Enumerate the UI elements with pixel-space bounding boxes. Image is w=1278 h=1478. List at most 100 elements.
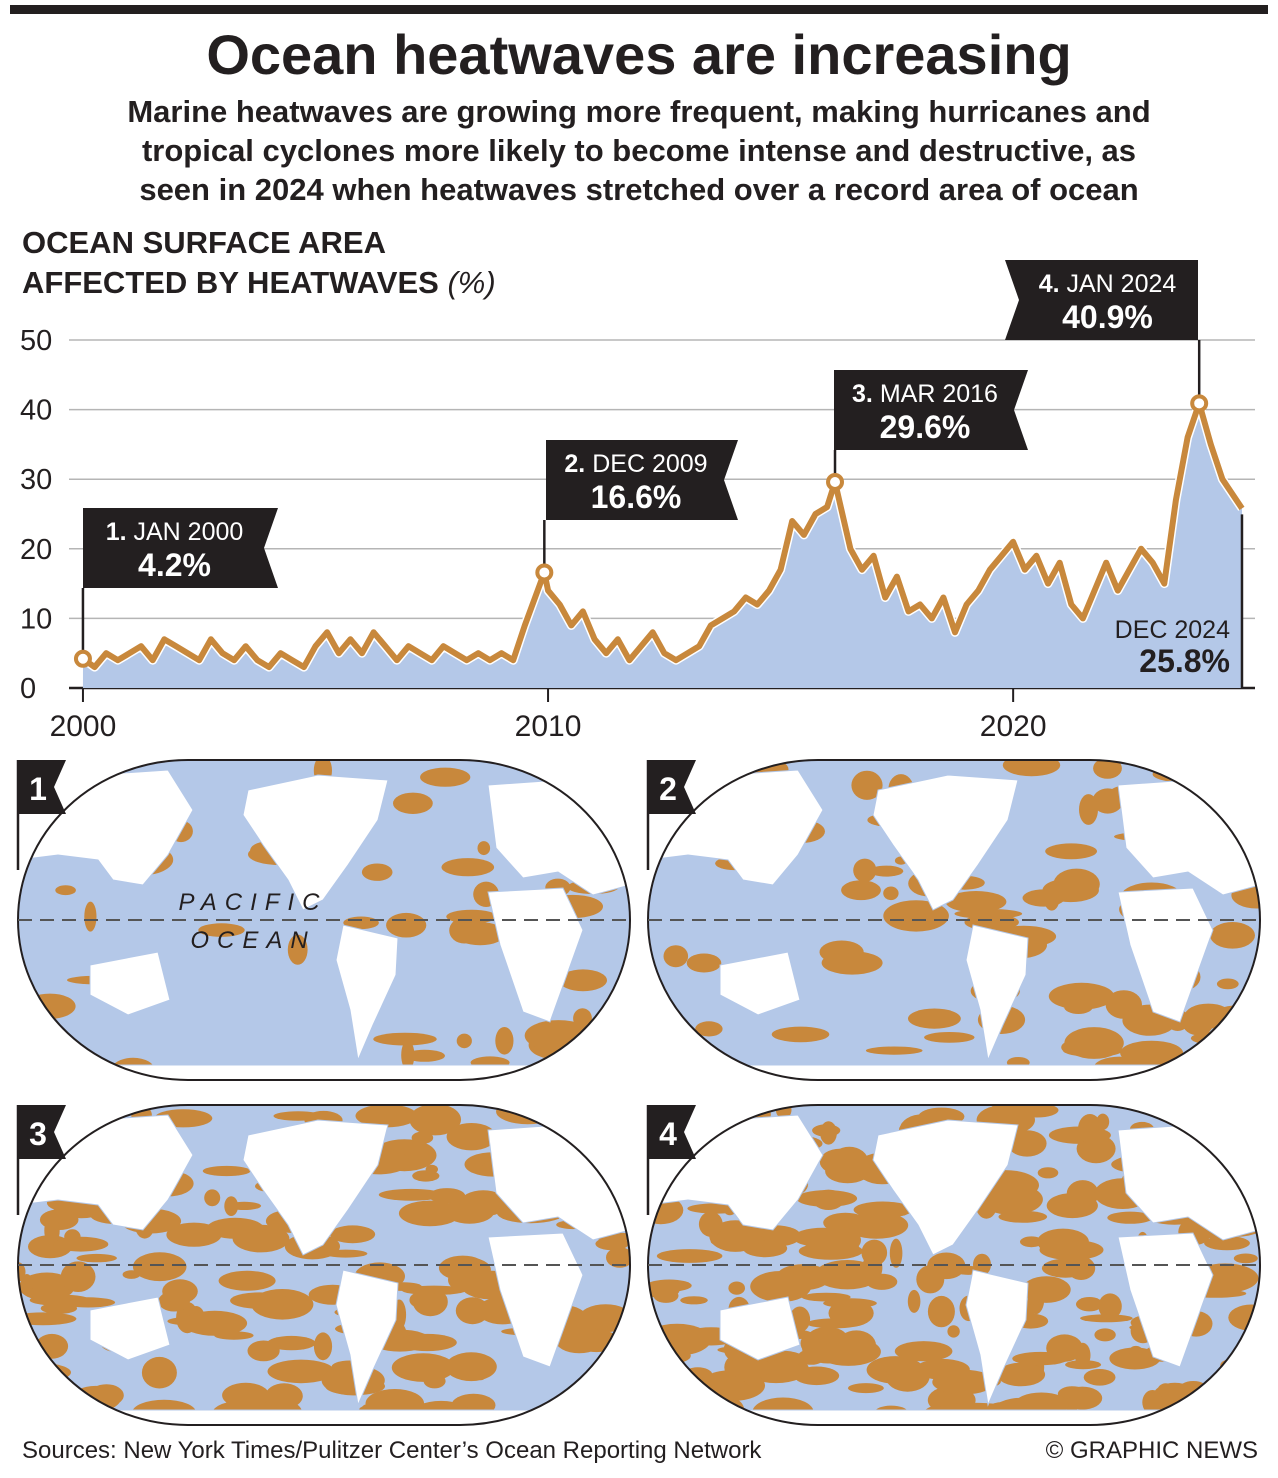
land: [335, 924, 399, 1062]
map-number: 1: [29, 771, 47, 807]
heatwave-area: [456, 1033, 472, 1049]
heatwave-area: [323, 1249, 368, 1258]
heatwave-area: [222, 1382, 270, 1408]
top-bar: [10, 5, 1268, 14]
heatwave-area: [798, 1242, 863, 1260]
land: [335, 1269, 399, 1407]
title: Ocean heatwaves are increasing: [206, 23, 1071, 86]
heatwave-area: [1065, 1360, 1102, 1370]
heatwave-area: [554, 1325, 604, 1354]
x-tick-label: 2010: [515, 710, 582, 743]
heatwave-area: [1063, 1044, 1123, 1057]
heatwave-area: [1037, 1167, 1059, 1179]
heatwave-area: [313, 1332, 333, 1361]
credit: © GRAPHIC NEWS: [1046, 1437, 1258, 1464]
land: [872, 1119, 1019, 1256]
land: [686, 1064, 1220, 1080]
land: [89, 951, 171, 1016]
heatwave-area: [998, 1210, 1048, 1223]
heatwave-area: [455, 1297, 490, 1325]
heatwave-area: [411, 1131, 434, 1144]
heatwave-area: [916, 1265, 945, 1294]
map-panel: 4: [646, 1104, 1261, 1426]
heatwave-area: [726, 1357, 772, 1379]
land: [965, 1269, 1029, 1407]
heatwave-area: [44, 1215, 60, 1246]
heatwave-area: [454, 922, 506, 946]
map-number: 3: [29, 1116, 47, 1152]
x-tick-label: 2000: [50, 710, 117, 743]
map-label: PACIFIC: [179, 889, 328, 916]
land: [719, 1296, 801, 1361]
land: [56, 1409, 590, 1425]
heatwave-area: [287, 934, 308, 965]
heatwave-area: [1094, 1328, 1116, 1342]
heatwave-area: [656, 1249, 723, 1263]
map-label: OCEAN: [190, 927, 315, 954]
heatwave-area: [680, 1296, 708, 1305]
heatwave-area: [1055, 989, 1101, 1000]
heatwave-area: [355, 1105, 418, 1128]
heatwave-area: [1093, 760, 1122, 779]
heatwave-area: [932, 1369, 996, 1395]
land: [242, 1119, 389, 1256]
heatwave-area: [663, 945, 689, 968]
axis-title: OCEAN SURFACE AREA: [22, 225, 386, 260]
x-tick-label: 2020: [980, 710, 1047, 743]
heatwave-area: [1120, 1040, 1184, 1066]
annotation-date: MAR 2016: [880, 380, 998, 408]
annotation-title: 4. JAN 2024: [1039, 270, 1177, 298]
heatwave-area: [695, 1021, 723, 1037]
flag: [18, 1105, 66, 1159]
heatwave-area: [723, 1234, 765, 1246]
heatwave-area: [1007, 1130, 1047, 1157]
map-body: [648, 760, 1260, 1080]
heatwave-area: [889, 1238, 903, 1268]
heatwave-area: [1107, 1211, 1153, 1224]
y-tick-label: 40: [20, 395, 52, 427]
heatwave-area: [420, 767, 471, 787]
y-tick-label: 30: [20, 464, 52, 496]
heatwave-area: [20, 1274, 33, 1295]
heatwave-area: [1204, 1236, 1250, 1251]
heatwave-area: [559, 969, 607, 992]
heatwave-area: [1046, 1193, 1098, 1219]
map-body: [18, 760, 630, 1080]
heatwave-area: [1098, 1293, 1122, 1320]
point-marker: [1190, 394, 1209, 413]
heatwave-area: [438, 1255, 487, 1281]
heatwave-area: [1076, 1297, 1103, 1312]
heatwave-area: [230, 1292, 290, 1309]
heatwave-area: [800, 1331, 830, 1356]
heatwave-area: [815, 1260, 880, 1290]
annotation-number: 2.: [564, 450, 585, 478]
y-tick-label: 10: [20, 603, 52, 635]
flag: [18, 760, 66, 814]
heatwave-area: [477, 841, 491, 856]
annotation-date: DEC 2024: [1115, 616, 1230, 644]
land: [686, 1409, 1220, 1425]
heatwave-area: [907, 1289, 921, 1313]
heatwave-area: [361, 863, 393, 881]
map-panel: 3: [16, 1104, 631, 1426]
heatwave-area: [853, 858, 877, 882]
heatwave-area: [1053, 868, 1100, 900]
heatwave-area: [1083, 1369, 1116, 1386]
heatwave-area: [53, 1236, 109, 1252]
heatwave-area: [472, 1355, 489, 1381]
land: [1117, 887, 1214, 1023]
heatwave-area: [55, 885, 76, 896]
heatwave-area: [393, 792, 433, 814]
heatwave-area: [794, 1366, 840, 1386]
annotation-number: 1.: [106, 518, 127, 546]
land: [89, 1296, 171, 1361]
heatwave-area: [373, 1032, 437, 1046]
heatwave-area: [821, 951, 883, 975]
heatwave-area: [218, 1270, 276, 1291]
heatwave-area: [1182, 1010, 1214, 1036]
point-marker: [826, 472, 845, 491]
annotation-date: JAN 2000: [134, 518, 244, 546]
heatwave-area: [206, 1217, 264, 1239]
flag: [648, 760, 696, 814]
heatwave-area: [908, 1008, 961, 1029]
